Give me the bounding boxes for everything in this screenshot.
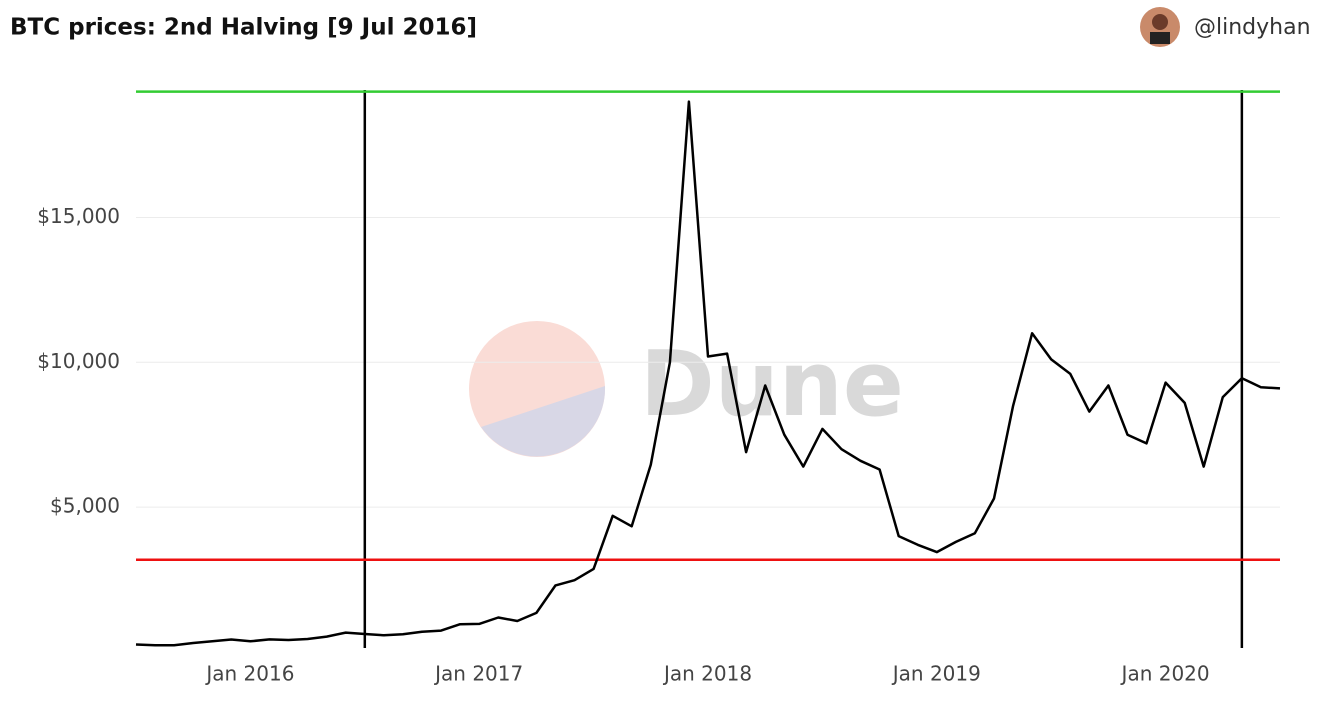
x-tick-label: Jan 2020 [1120,662,1210,686]
watermark-logo: Dune [469,321,904,457]
y-tick-label: $10,000 [37,349,120,373]
x-tick-label: Jan 2019 [891,662,981,686]
chart-title: BTC prices: 2nd Halving [9 Jul 2016] [10,15,477,41]
watermark: Dune [640,332,904,437]
price-line [135,100,1281,647]
username[interactable]: @lindyhan [1194,15,1311,40]
x-tick-label: Jan 2017 [433,662,523,686]
y-tick-label: $5,000 [50,494,120,518]
y-tick-label: $15,000 [37,204,120,228]
x-tick-label: Jan 2018 [662,662,752,686]
avatar [1140,7,1180,47]
x-tick-label: Jan 2016 [204,662,294,686]
